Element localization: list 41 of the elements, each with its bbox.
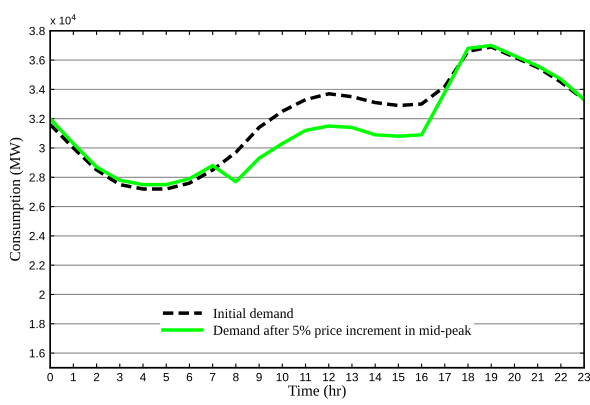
x-tick-label: 19: [486, 372, 498, 382]
x-tick-label: 0: [47, 372, 53, 382]
y-tick-label: 3.8: [29, 26, 45, 36]
x-tick-label: 1: [70, 373, 76, 382]
x-tick-label: 22: [554, 372, 567, 382]
x-axis-title: Time (hr): [288, 384, 346, 399]
x-tick-label: 5: [163, 373, 170, 382]
y-axis-title: Consumption (MW): [9, 138, 24, 261]
x-tick-label: 17: [439, 373, 451, 382]
x-tick-label: 10: [276, 372, 288, 382]
y-tick-label: 3: [39, 144, 45, 152]
x-tick-label: 23: [578, 372, 590, 382]
x-tick-label: 2: [94, 372, 100, 382]
x-tick-label: 18: [462, 372, 474, 382]
y-tick-label: 3.2: [29, 114, 45, 124]
y-tick-label: 3.6: [29, 56, 45, 64]
y-tick-label: 2.8: [29, 173, 45, 182]
x-tick-label: 12: [323, 372, 335, 382]
y-tick-label: 3.4: [29, 85, 45, 94]
x-tick-label: 14: [370, 373, 382, 382]
legend-label: Initial demand: [213, 308, 294, 318]
x-tick-label: 16: [416, 372, 428, 382]
x-tick-label: 8: [233, 372, 239, 382]
x-tick-label: 6: [186, 372, 192, 382]
x-tick-label: 15: [392, 373, 404, 382]
y-tick-label: 1.8: [30, 320, 45, 328]
y-tick-label: 2.6: [29, 202, 45, 211]
text: x 10$^{4}$: [50, 14, 76, 24]
x-tick-label: 9: [256, 372, 262, 382]
y-tick-label: 2.2: [29, 261, 45, 270]
x-tick-label: 3: [116, 372, 123, 382]
x-tick-label: 11: [300, 373, 312, 382]
y-tick-label: 1.6: [30, 349, 45, 358]
y-tick-label: 2.4: [29, 232, 45, 240]
x-tick-label: 7: [210, 373, 216, 382]
x-tick-label: 20: [508, 372, 521, 382]
legend-label: Demand after 5% price increment in mid-peak: [213, 325, 472, 338]
x-tick-label: 13: [346, 372, 358, 382]
x-tick-label: 21: [532, 372, 544, 382]
x-tick-label: 4: [140, 373, 146, 382]
y-tick-label: 2: [39, 290, 45, 299]
